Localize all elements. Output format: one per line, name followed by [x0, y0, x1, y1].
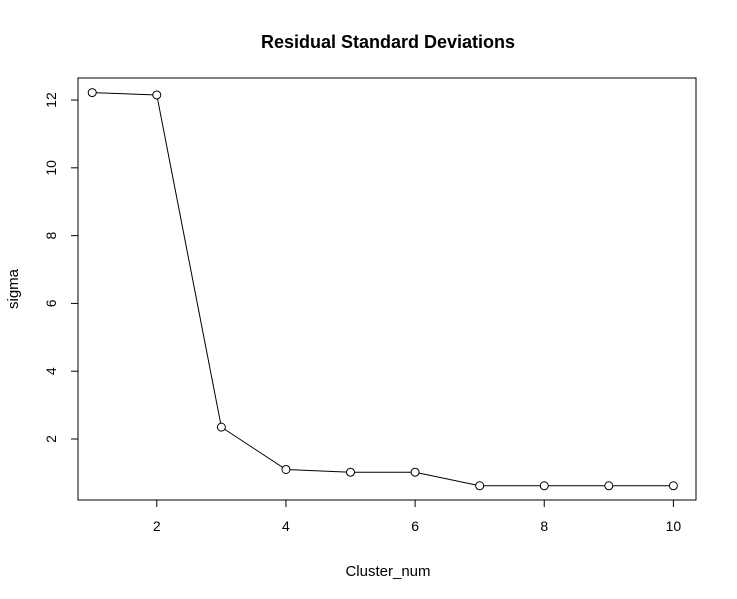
- x-axis-label: Cluster_num: [345, 563, 430, 580]
- data-point: [668, 481, 678, 491]
- data-points: [87, 88, 678, 491]
- data-point: [475, 481, 485, 491]
- data-point: [281, 464, 291, 474]
- chart-title: Residual Standard Deviations: [261, 32, 515, 52]
- data-point: [346, 467, 356, 477]
- y-tick-label: 12: [43, 92, 59, 108]
- y-tick-label: 4: [43, 367, 59, 375]
- x-tick-label: 8: [540, 518, 548, 534]
- data-point: [87, 88, 97, 98]
- y-tick-label: 10: [43, 160, 59, 176]
- y-axis-label: sigma: [5, 268, 22, 309]
- x-axis: 2 4 6 8 10: [153, 499, 682, 534]
- data-point: [216, 422, 226, 432]
- x-tick-label: 10: [666, 518, 682, 534]
- y-axis: 2 4 6 8 10 12: [43, 92, 79, 443]
- y-tick-label: 6: [43, 299, 59, 307]
- y-tick-label: 2: [43, 435, 59, 443]
- plot-frame: [77, 77, 697, 501]
- x-tick-label: 4: [282, 518, 290, 534]
- data-point: [604, 481, 614, 491]
- data-point: [410, 467, 420, 477]
- y-tick-label: 8: [43, 232, 59, 240]
- x-tick-label: 6: [411, 518, 419, 534]
- series-line: [92, 92, 674, 487]
- x-tick-label: 2: [153, 518, 161, 534]
- data-point: [539, 481, 549, 491]
- data-point: [152, 90, 162, 100]
